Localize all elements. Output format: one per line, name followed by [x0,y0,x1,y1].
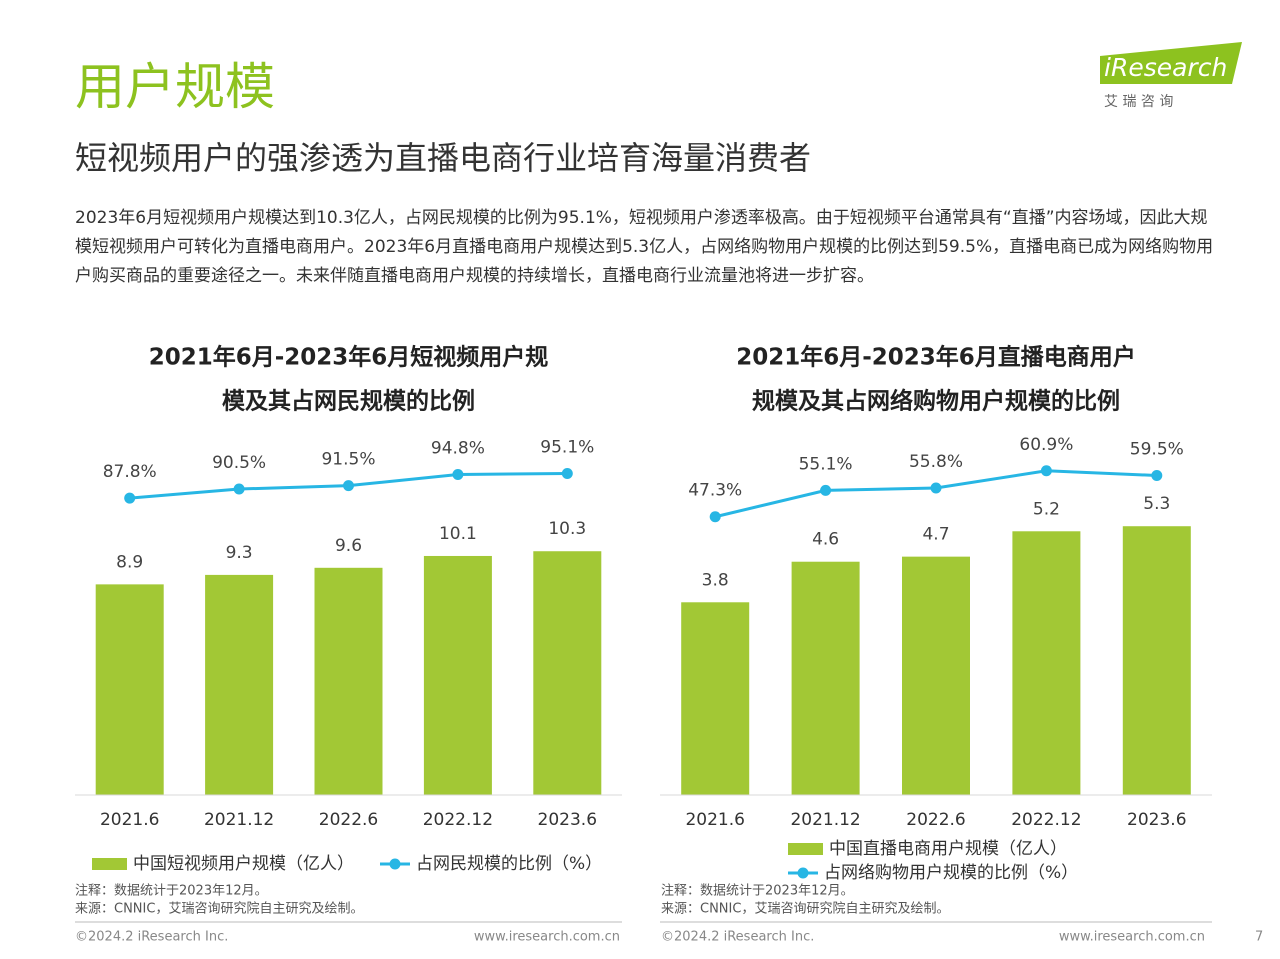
bar-label: 4.7 [922,525,949,545]
bar [533,551,602,795]
bar-label: 9.3 [226,543,253,563]
bar-label: 9.6 [335,536,362,556]
line-label: 95.1% [540,437,594,457]
chart-title: 2021年6月-2023年6月短视频用户规 [149,344,549,371]
body-text: 2023年6月短视频用户规模达到10.3亿人，占网民规模的比例为95.1%，短视… [75,208,1214,286]
legend-label: 占网民规模的比例（%） [416,854,602,874]
line-label: 94.8% [431,438,485,458]
x-tick-label: 2022.6 [319,810,378,830]
bar [681,602,750,795]
legend-label: 中国直播电商用户规模（亿人） [829,839,1067,859]
line-point [124,492,136,504]
bar-label: 10.3 [548,519,586,539]
line-label: 87.8% [103,462,157,482]
bar [1012,531,1081,795]
bar [95,584,164,795]
note: 注释：数据统计于2023年12月。 [661,884,854,899]
x-tick-label: 2022.6 [906,810,965,830]
page-subtitle: 短视频用户的强渗透为直播电商行业培育海量消费者 [75,139,812,177]
chart-title: 规模及其占网络购物用户规模的比例 [752,388,1120,415]
copyright: ©2024.2 iResearch Inc. [75,930,228,945]
x-tick-label: 2023.6 [538,810,597,830]
bar [314,567,383,795]
note: 注释：数据统计于2023年12月。 [75,884,268,899]
legend-swatch [92,858,127,870]
bar-label: 10.1 [439,524,477,544]
source: 来源：CNNIC，艾瑞咨询研究院自主研究及绘制。 [661,902,949,917]
bar-label: 5.3 [1143,494,1170,514]
line-label: 59.5% [1130,440,1184,460]
copyright: ©2024.2 iResearch Inc. [661,930,814,945]
logo-tagline: 艾 瑞 咨 询 [1104,94,1173,110]
chart-title: 模及其占网民规模的比例 [222,388,475,415]
x-tick-label: 2021.12 [790,810,860,830]
page-title: 用户规模 [75,58,275,116]
line-point [709,511,721,523]
bar-label: 3.8 [702,570,729,590]
line-label: 90.5% [212,453,266,473]
line-point [930,482,942,494]
x-tick-label: 2021.6 [100,810,159,830]
line-point [452,468,464,480]
bar-label: 4.6 [812,530,839,550]
bar [205,574,274,795]
line-point [561,467,573,479]
line-point [1040,465,1052,477]
line-point [1151,470,1163,481]
x-tick-label: 2022.12 [423,810,493,830]
x-tick-label: 2021.6 [685,810,744,830]
bar [902,556,970,795]
line-point [233,483,245,495]
bar-label: 8.9 [116,552,143,572]
line-point [820,484,832,496]
line-label: 60.9% [1019,435,1073,455]
line-label: 47.3% [688,481,742,501]
page-number: 7 [1255,930,1263,945]
line-label: 91.5% [321,450,375,470]
bar-label: 5.2 [1033,499,1060,519]
footer-url: www.iresearch.com.cn [1059,930,1205,945]
x-tick-label: 2021.12 [204,810,274,830]
line [714,469,1157,519]
source: 来源：CNNIC，艾瑞咨询研究院自主研究及绘制。 [75,902,363,917]
legend-marker [389,858,401,870]
x-tick-label: 2023.6 [1127,810,1186,830]
line-label: 55.1% [799,454,853,474]
legend-swatch [788,843,823,855]
bar [1122,526,1191,795]
chart-title: 2021年6月-2023年6月直播电商用户 [736,344,1136,371]
legend-label: 占网络购物用户规模的比例（%） [824,863,1078,883]
line-label: 55.8% [909,452,963,472]
logo-shape [1100,42,1242,84]
bar [791,561,860,795]
legend-label: 中国短视频用户规模（亿人） [133,854,354,874]
line-point [343,480,354,492]
bar [423,555,492,795]
footer-url: www.iresearch.com.cn [474,930,620,945]
logo-brand: iResearch [1104,53,1227,82]
x-tick-label: 2022.12 [1011,810,1081,830]
legend-marker [797,867,809,879]
